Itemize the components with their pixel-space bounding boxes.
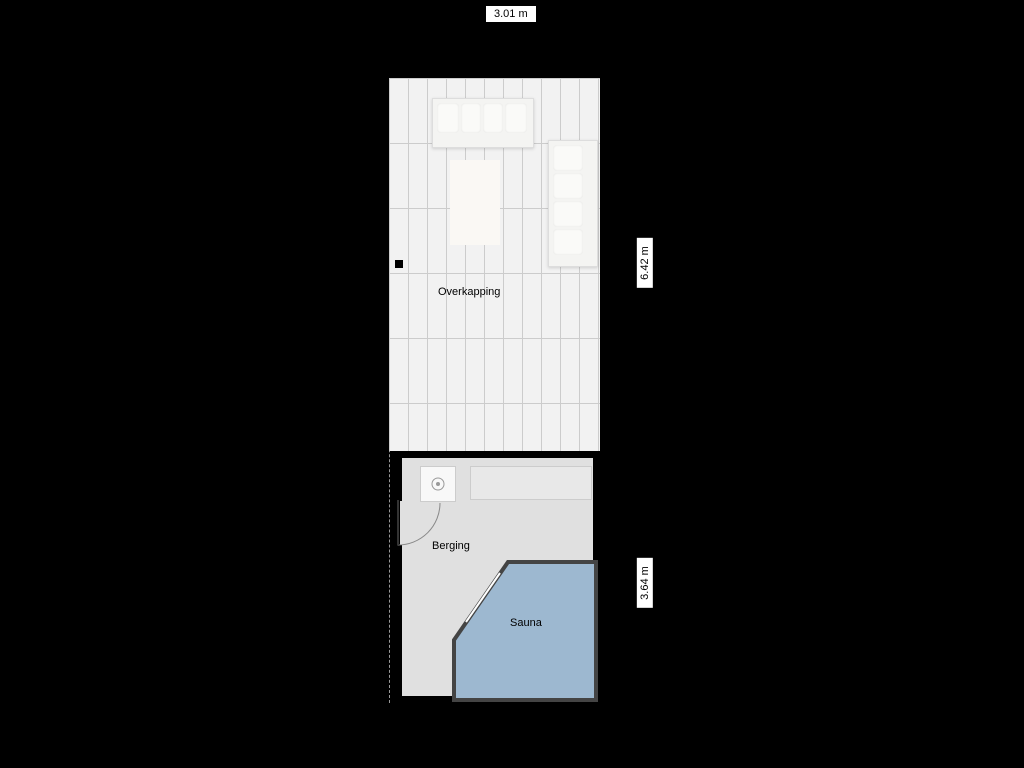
floorplan-canvas: 3.01 m 6.42 m 3.64 m Overkapping	[0, 0, 1024, 768]
sauna-label: Sauna	[510, 617, 542, 629]
sauna-label-text: Sauna	[510, 617, 542, 629]
sauna-shape	[0, 0, 1024, 768]
